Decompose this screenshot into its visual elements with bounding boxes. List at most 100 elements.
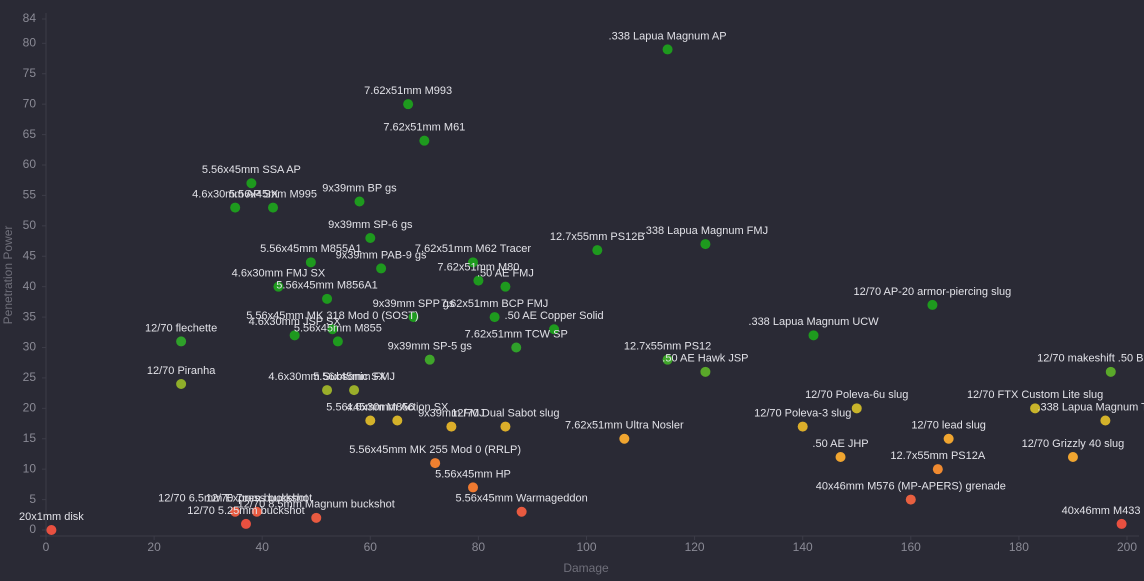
point [46, 525, 57, 535]
point [230, 506, 241, 517]
x-tick-label: 20 [147, 540, 161, 554]
point [662, 44, 673, 55]
point-label: 5.56x45mm MK 255 Mod 0 (RRLP) [349, 444, 521, 456]
y-tick-label: 50 [23, 218, 37, 232]
point [327, 324, 338, 335]
point [240, 518, 251, 529]
point [289, 330, 300, 341]
point-label: 12/70 7mm buckshot [206, 493, 308, 505]
x-axis-title: Damage [563, 561, 609, 575]
y-tick-label: 60 [23, 157, 37, 171]
point-label: 4.6x30mm AP SX [192, 188, 279, 200]
y-tick-label: 35 [23, 309, 37, 323]
point [392, 415, 403, 426]
point [1105, 366, 1116, 377]
point [489, 312, 500, 323]
point-label: .50 AE Copper Solid [505, 310, 604, 322]
y-tick-label: 55 [23, 188, 37, 202]
point [467, 257, 478, 268]
point [927, 299, 938, 310]
y-tick-label: 65 [23, 127, 37, 141]
point-label: 12.7x55mm PS12B [550, 231, 645, 243]
point-label: 12/70 8.5mm Magnum buckshot [238, 499, 395, 511]
point-label: 12/70 Dual Sabot slug [451, 407, 559, 419]
point-label: 12/70 flechette [145, 322, 217, 334]
point [365, 233, 376, 243]
point [662, 354, 673, 365]
point-label: 12/70 Poleva-6u slug [805, 389, 908, 401]
point [376, 263, 387, 274]
y-tick-label: 75 [23, 66, 37, 80]
point-label: 5.56x45mm M856A1 [276, 280, 378, 292]
point-label: 12/70 Poleva-3 slug [754, 407, 851, 419]
y-tick-label: 25 [23, 370, 37, 384]
point [251, 506, 262, 517]
point-label: 7.62x51mm M61 [383, 122, 465, 134]
point-label: .338 Lapua Magnum FMJ [643, 225, 768, 237]
x-tick-label: 80 [472, 540, 486, 554]
point [473, 275, 484, 286]
point-label: 9x39mm SP-6 gs [328, 219, 413, 231]
y-tick-label: 84 [23, 11, 37, 25]
point [268, 202, 279, 213]
point [176, 379, 187, 389]
point-label: 5.56x45mm M856 [326, 401, 414, 413]
point-label: 4.6x30mm Action SX [346, 401, 449, 413]
y-tick-label: 30 [23, 340, 37, 354]
point [273, 281, 284, 292]
point [354, 196, 365, 207]
y-tick-label: 5 [29, 492, 36, 506]
y-tick-label: 80 [23, 36, 37, 50]
point-label: 12/70 FTX Custom Lite slug [967, 389, 1103, 401]
point-label: 5.56x45mm M995 [229, 188, 317, 200]
point [500, 421, 511, 432]
point-label: 40x46mm M576 (MP-APERS) grenade [816, 480, 1006, 492]
y-tick-label: 45 [23, 248, 37, 262]
x-tick-label: 40 [256, 540, 270, 554]
point [592, 245, 603, 256]
point [322, 293, 333, 304]
point [700, 366, 711, 377]
point-label: 12/70 Grizzly 40 slug [1022, 438, 1125, 450]
point [446, 421, 457, 432]
point [619, 433, 630, 444]
y-tick-label: 70 [23, 96, 37, 110]
point-label: 12/70 6.5mm Express buckshot [158, 493, 312, 505]
y-tick-label: 15 [23, 431, 37, 445]
point-label: 9x39mm PAB-9 gs [336, 249, 427, 261]
point-label: .338 Lapua Magnum UCW [748, 316, 879, 328]
point [1100, 415, 1111, 426]
point [516, 506, 527, 517]
point [905, 494, 916, 505]
point-label: 12/70 makeshift .50 BMG slug [1037, 353, 1144, 365]
point [1116, 518, 1127, 529]
point-label: 4.6x30mm Subsonic SX [268, 371, 386, 383]
point-label: 12/70 5.25mm buckshot [187, 505, 304, 517]
point-label: 7.62x51mm Ultra Nosler [565, 420, 684, 432]
point [932, 464, 943, 475]
y-tick-label: 10 [23, 461, 37, 475]
x-tick-label: 100 [576, 540, 596, 554]
point-label: 9x39mm SPP gs [373, 298, 455, 310]
point [943, 433, 954, 444]
point [419, 135, 430, 146]
point-label: 12.7x55mm PS12 [624, 341, 711, 353]
point-label: 20x1mm disk [19, 511, 84, 523]
point-label: 7.62x51mm BCP FMJ [441, 298, 548, 310]
point [322, 385, 333, 396]
point-label: 12/70 AP-20 armor-piercing slug [854, 286, 1012, 298]
point-label: 12.7x55mm PS12A [890, 450, 985, 462]
y-tick-label: 20 [23, 401, 37, 415]
point-label: 9x39mm SP-5 gs [388, 341, 473, 353]
point [700, 239, 711, 250]
x-tick-label: 140 [793, 540, 813, 554]
point-label: 9x39mm FMJ [418, 407, 485, 419]
point-label: .338 Lapua Magnum AP [609, 30, 727, 42]
point-label: 12/70 Piranha [147, 365, 216, 377]
point-label: 7.62x51mm M993 [364, 85, 452, 97]
point-label: 7.62x51mm TCW SP [465, 328, 568, 340]
point [408, 312, 419, 323]
point [430, 458, 441, 469]
x-tick-label: 200 [1117, 540, 1137, 554]
